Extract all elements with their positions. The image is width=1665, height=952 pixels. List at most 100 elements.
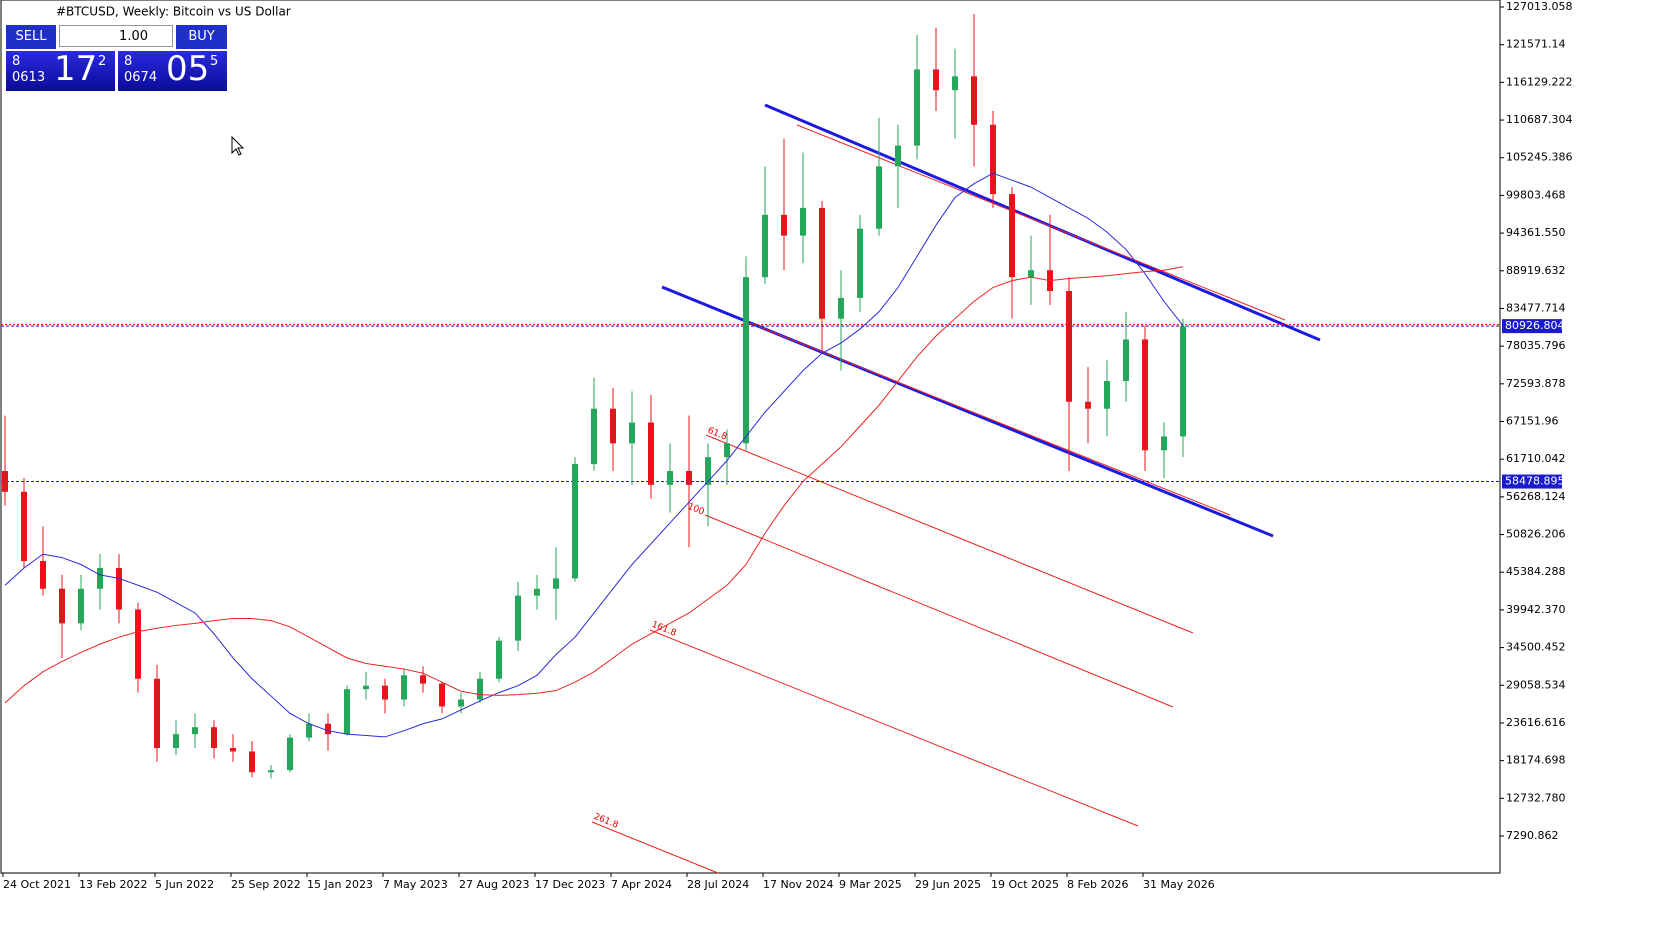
ask-prefix: 8 — [124, 54, 133, 69]
x-tick-label: 29 Jun 2025 — [915, 878, 981, 891]
candle-body — [401, 675, 407, 700]
y-tick-label: 50826.206 — [1506, 528, 1566, 541]
plot-frame — [0, 0, 1501, 874]
candle-body — [724, 443, 730, 458]
candle-body — [952, 76, 958, 91]
y-tick-label: 45384.288 — [1506, 565, 1566, 578]
bid-sup: 2 — [98, 54, 107, 69]
candle-body — [933, 69, 939, 91]
y-tick-label: 39942.370 — [1506, 603, 1566, 616]
candle-body — [667, 471, 673, 485]
x-tick-label: 7 May 2023 — [383, 878, 448, 891]
price-label: 58478.895 — [1505, 475, 1565, 488]
x-tick-label: 9 Mar 2025 — [839, 878, 902, 891]
candle-body — [629, 422, 635, 444]
candle-body — [249, 751, 255, 773]
candle-body — [2, 471, 8, 492]
candle-body — [287, 737, 293, 771]
candle-body — [268, 770, 274, 773]
x-tick-label: 28 Jul 2024 — [687, 878, 749, 891]
candle-body — [1066, 290, 1072, 402]
y-tick-label: 94361.550 — [1506, 226, 1566, 239]
candle-body — [306, 723, 312, 738]
candle-body — [420, 675, 426, 684]
bid-small: 0613 — [12, 70, 46, 85]
y-tick-label: 99803.468 — [1506, 188, 1566, 201]
candle-body — [477, 678, 483, 700]
price-label: 80926.804 — [1505, 319, 1565, 332]
y-tick-label: 7290.862 — [1506, 829, 1559, 842]
candle-body — [743, 277, 749, 444]
candle-body — [1123, 339, 1129, 382]
candle-body — [59, 588, 65, 624]
chart-title: #BTCUSD, Weekly: Bitcoin vs US Dollar — [56, 5, 291, 19]
candle-body — [1161, 436, 1167, 451]
bid-quote[interactable]: 8 0613 17 2 — [6, 49, 115, 91]
price-label-bg — [1502, 319, 1562, 334]
candle-body — [78, 588, 84, 624]
volume-input[interactable]: 1.00 — [59, 25, 173, 47]
x-tick-label: 17 Dec 2023 — [535, 878, 605, 891]
y-tick-label: 12732.780 — [1506, 791, 1566, 804]
y-tick-label: 23616.616 — [1506, 716, 1566, 729]
candle-body — [800, 207, 806, 236]
candle-body — [230, 747, 236, 752]
candle-body — [914, 69, 920, 146]
candle-body — [895, 145, 901, 167]
x-tick-label: 7 Apr 2024 — [611, 878, 672, 891]
candle-body — [762, 214, 768, 278]
y-tick-label: 116129.222 — [1506, 75, 1572, 88]
ask-small: 0674 — [124, 70, 158, 85]
x-tick-label: 25 Sep 2022 — [231, 878, 301, 891]
candle-body — [705, 457, 711, 485]
candle-body — [1009, 194, 1015, 278]
y-tick-label: 18174.698 — [1506, 754, 1566, 767]
buy-button[interactable]: BUY — [176, 25, 227, 49]
candle-body — [344, 689, 350, 735]
candle-body — [648, 422, 654, 485]
candle-body — [876, 166, 882, 229]
candle-body — [40, 561, 46, 589]
candle-body — [838, 297, 844, 319]
moving-average — [4, 172, 1184, 738]
x-tick-label: 13 Feb 2022 — [79, 878, 147, 891]
y-tick-label: 78035.796 — [1506, 339, 1566, 352]
candle-body — [439, 683, 445, 707]
y-tick-label: 88919.632 — [1506, 264, 1566, 277]
candle-body — [1085, 401, 1091, 409]
candle-body — [325, 723, 331, 735]
candle-body — [610, 408, 616, 444]
candle-body — [819, 207, 825, 319]
candle-body — [1180, 326, 1186, 437]
candle-body — [154, 678, 160, 748]
candle-body — [458, 699, 464, 707]
candle-body — [971, 76, 977, 125]
x-tick-label: 8 Feb 2026 — [1067, 878, 1128, 891]
y-tick-label: 67151.96 — [1506, 414, 1559, 427]
candle-body — [572, 464, 578, 579]
bid-prefix: 8 — [12, 54, 21, 69]
trade-panel: SELL 1.00 BUY 8 0613 17 2 8 0674 05 5 — [6, 25, 227, 92]
y-tick-label: 56268.124 — [1506, 490, 1566, 503]
sell-button[interactable]: SELL — [6, 25, 56, 49]
x-tick-label: 27 Aug 2023 — [459, 878, 529, 891]
candle-body — [534, 588, 540, 596]
y-tick-label: 127013.058 — [1506, 0, 1572, 13]
y-tick-label: 121571.14 — [1506, 38, 1566, 51]
x-tick-label: 31 May 2026 — [1143, 878, 1215, 891]
candle-body — [192, 727, 198, 735]
moving-average — [4, 266, 1184, 704]
y-tick-label: 105245.386 — [1506, 151, 1572, 164]
cursor — [231, 135, 245, 156]
candle-body — [857, 228, 863, 298]
ask-quote[interactable]: 8 0674 05 5 — [118, 49, 227, 91]
candle-body — [553, 578, 559, 589]
candle-body — [591, 408, 597, 465]
channel — [591, 103, 1321, 874]
x-tick-label: 17 Nov 2024 — [763, 878, 833, 891]
candle-body — [1142, 339, 1148, 451]
x-tick-label: 19 Oct 2025 — [991, 878, 1059, 891]
x-tick-label: 5 Jun 2022 — [155, 878, 214, 891]
